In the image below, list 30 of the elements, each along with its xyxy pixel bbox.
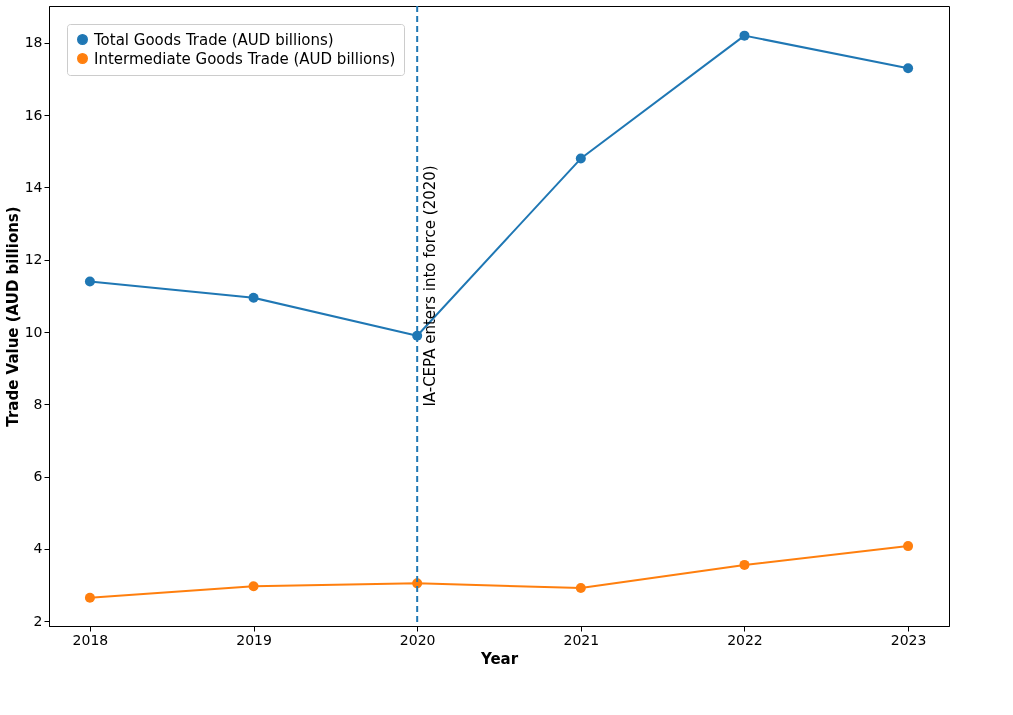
y-tick-label: 4 — [33, 540, 43, 557]
y-tick-label: 2 — [33, 612, 43, 629]
x-tick-label: 2022 — [727, 631, 763, 648]
y-tick-label: 8 — [33, 395, 43, 412]
y-tick-label: 6 — [33, 468, 43, 485]
point — [84, 276, 95, 287]
point — [739, 30, 750, 41]
y-axis-title: Trade Value (AUD billions) — [3, 206, 22, 427]
point — [248, 292, 259, 303]
legend-label: Intermediate Goods Trade (AUD billions) — [94, 49, 396, 68]
y-tick-label: 16 — [24, 106, 43, 123]
point — [575, 583, 586, 594]
x-tick-label: 2021 — [563, 631, 600, 648]
point — [248, 581, 259, 592]
x-axis-title: Year — [479, 649, 519, 668]
y-tick-label: 14 — [24, 178, 43, 195]
x-tick-label: 2018 — [72, 631, 109, 648]
point — [903, 541, 914, 552]
point — [903, 63, 914, 74]
y-tick-label: 18 — [24, 34, 43, 51]
point — [739, 559, 750, 570]
y-tick-label: 10 — [24, 323, 43, 340]
x-tick-label: 2019 — [236, 631, 272, 648]
ref-line-label: IA-CEPA enters into force (2020) — [421, 165, 440, 407]
legend-label: Total Goods Trade (AUD billions) — [93, 30, 334, 49]
x-tick-label: 2020 — [399, 631, 436, 648]
point — [84, 592, 95, 603]
x-tick-label: 2023 — [890, 631, 927, 648]
point — [575, 153, 586, 164]
y-tick-label: 12 — [24, 251, 43, 268]
